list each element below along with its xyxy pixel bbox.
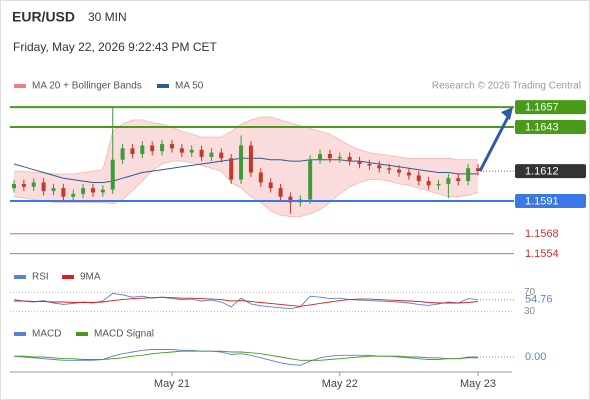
candle-body (456, 178, 461, 182)
candle-body (436, 183, 441, 186)
legend-swatch (14, 332, 26, 336)
candle-body (357, 161, 362, 164)
symbol: EUR/USD (12, 9, 75, 25)
x-tick-label: May 23 (460, 378, 496, 390)
candle-body (387, 168, 392, 170)
candle-body (278, 188, 283, 197)
candle-body (81, 188, 86, 194)
candle-body (130, 148, 135, 155)
indicator-line (14, 296, 479, 307)
legend-swatch (14, 275, 26, 279)
candle-body (268, 182, 273, 189)
candle-body (367, 163, 372, 166)
candle-body (12, 183, 16, 189)
candle-body (51, 188, 56, 192)
candle-body (318, 154, 323, 160)
y-tick-label: 30 (524, 306, 536, 317)
bollinger-lower (13, 160, 479, 218)
candle-body (169, 144, 174, 149)
candle-body (308, 159, 313, 200)
candle-body (61, 188, 66, 197)
candle-body (397, 169, 402, 173)
source: Research © 2026 Trading Central (432, 81, 581, 92)
indicator-line (14, 350, 478, 361)
forecast-arrow (478, 112, 512, 172)
candle-body (258, 172, 263, 183)
bollinger-band (14, 117, 478, 217)
level-label: 1.1591 (525, 195, 559, 207)
current-value-label: 54.76 (525, 294, 553, 306)
candle-body (41, 182, 46, 192)
candle-body (100, 189, 105, 193)
level-box (515, 193, 586, 208)
candle-body (71, 193, 76, 197)
interval: 30 MIN (88, 10, 127, 24)
level-label: 1.1657 (525, 101, 559, 113)
candle-body (209, 152, 214, 157)
candle-body (189, 149, 194, 153)
ma-line (13, 157, 478, 183)
legend-label: MACD Signal (94, 329, 154, 340)
level-label: 1.1568 (525, 228, 559, 240)
candle-body (21, 183, 26, 187)
legend-label: MA 20 + Bollinger Bands (32, 81, 142, 92)
level-label: 1.1554 (525, 248, 559, 260)
x-tick-label: May 21 (154, 378, 190, 390)
candle-body (426, 181, 431, 186)
x-tick-label: May 22 (322, 378, 358, 390)
candle-body (219, 152, 224, 159)
bollinger-upper (14, 116, 478, 175)
candle-body (239, 145, 244, 180)
legend-swatch (157, 84, 169, 88)
candle-body (199, 149, 204, 157)
candle-body (179, 148, 184, 153)
level-label: 1.1643 (525, 121, 559, 133)
legend-label: MACD (32, 329, 61, 340)
current-value-label: 0.00 (525, 351, 546, 363)
y-tick-label: 70 (524, 287, 536, 298)
candle-body (160, 144, 165, 152)
forecast-arrowhead (501, 107, 513, 121)
candle-body (288, 196, 293, 203)
candle-body (110, 159, 115, 190)
legend-swatch (76, 332, 88, 336)
level-box (515, 100, 586, 115)
indicator-line (13, 349, 478, 366)
candle-body (327, 154, 332, 159)
datetime: Friday, May 22, 2026 9:22:43 PM CET (13, 40, 218, 54)
legend-label: 9MA (80, 272, 101, 283)
candle-body (476, 168, 480, 172)
candle-body (248, 145, 253, 173)
candle-body (150, 145, 155, 152)
level-label: 1.1612 (525, 166, 559, 178)
candle-body (416, 175, 421, 182)
legend-label: MA 50 (175, 81, 204, 92)
candle-body (90, 188, 95, 193)
candle-body (31, 182, 36, 187)
candle-body (140, 145, 145, 155)
legend-label: RSI (32, 272, 49, 283)
level-box (515, 119, 586, 134)
legend-swatch (62, 275, 74, 279)
candle-body (466, 168, 471, 182)
candle-body (446, 178, 451, 184)
candle-body (406, 172, 411, 176)
level-box (515, 164, 586, 179)
candle-body (347, 156, 352, 162)
candle-body (120, 148, 125, 160)
candle-body (377, 165, 382, 169)
legend-swatch (14, 84, 26, 88)
candle-body (229, 158, 234, 180)
candle-body (337, 156, 342, 159)
